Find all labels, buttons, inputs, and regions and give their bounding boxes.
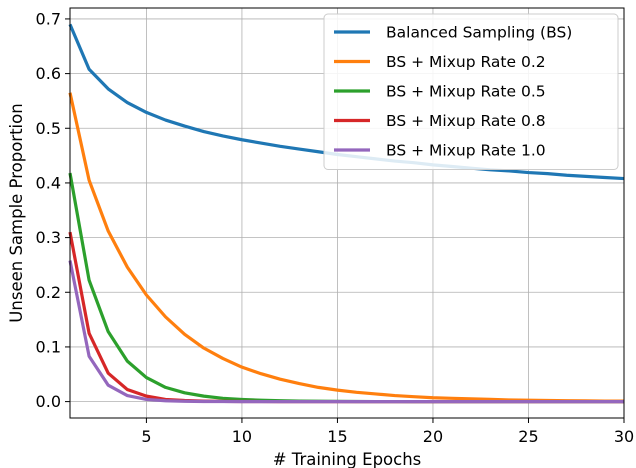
legend-label-3: BS + Mixup Rate 0.5: [386, 83, 546, 101]
y-tick-label: 0.5: [36, 119, 61, 138]
legend-label-2: BS + Mixup Rate 0.2: [386, 53, 546, 71]
legend: Balanced Sampling (BS) BS + Mixup Rate 0.…: [323, 13, 619, 170]
y-tick-label: 0.2: [36, 283, 61, 302]
series-line-5: [68, 260, 624, 404]
x-tick-label: 25: [518, 427, 538, 446]
legend-label-4: BS + Mixup Rate 0.8: [386, 112, 546, 130]
x-tick-label: 10: [232, 427, 252, 446]
legend-label-5: BS + Mixup Rate 1.0: [386, 142, 546, 160]
x-tick-label: 30: [614, 427, 634, 446]
x-tick-label: 15: [327, 427, 347, 446]
y-tick-label: 0.3: [36, 228, 61, 247]
x-axis-label: # Training Epochs: [273, 450, 422, 468]
y-tick-label: 0.7: [36, 9, 61, 28]
series-line-3: [68, 172, 624, 404]
y-axis-ticks: 0.0 0.1 0.2 0.3 0.4 0.5 0.6 0.7: [36, 9, 70, 411]
x-axis-ticks: 5 10 15 20 25 30: [141, 418, 634, 446]
legend-label-1: Balanced Sampling (BS): [386, 24, 572, 42]
y-tick-label: 0.6: [36, 64, 61, 83]
y-axis-label: Unseen Sample Proportion: [7, 103, 26, 322]
y-tick-label: 0.4: [36, 173, 61, 192]
x-tick-label: 5: [141, 427, 151, 446]
y-tick-label: 0.0: [36, 392, 61, 411]
axes-frame: [69, 7, 625, 419]
legend-box: [323, 13, 619, 170]
series-line-4: [68, 231, 624, 404]
y-tick-label: 0.1: [36, 337, 61, 356]
x-tick-label: 20: [423, 427, 443, 446]
